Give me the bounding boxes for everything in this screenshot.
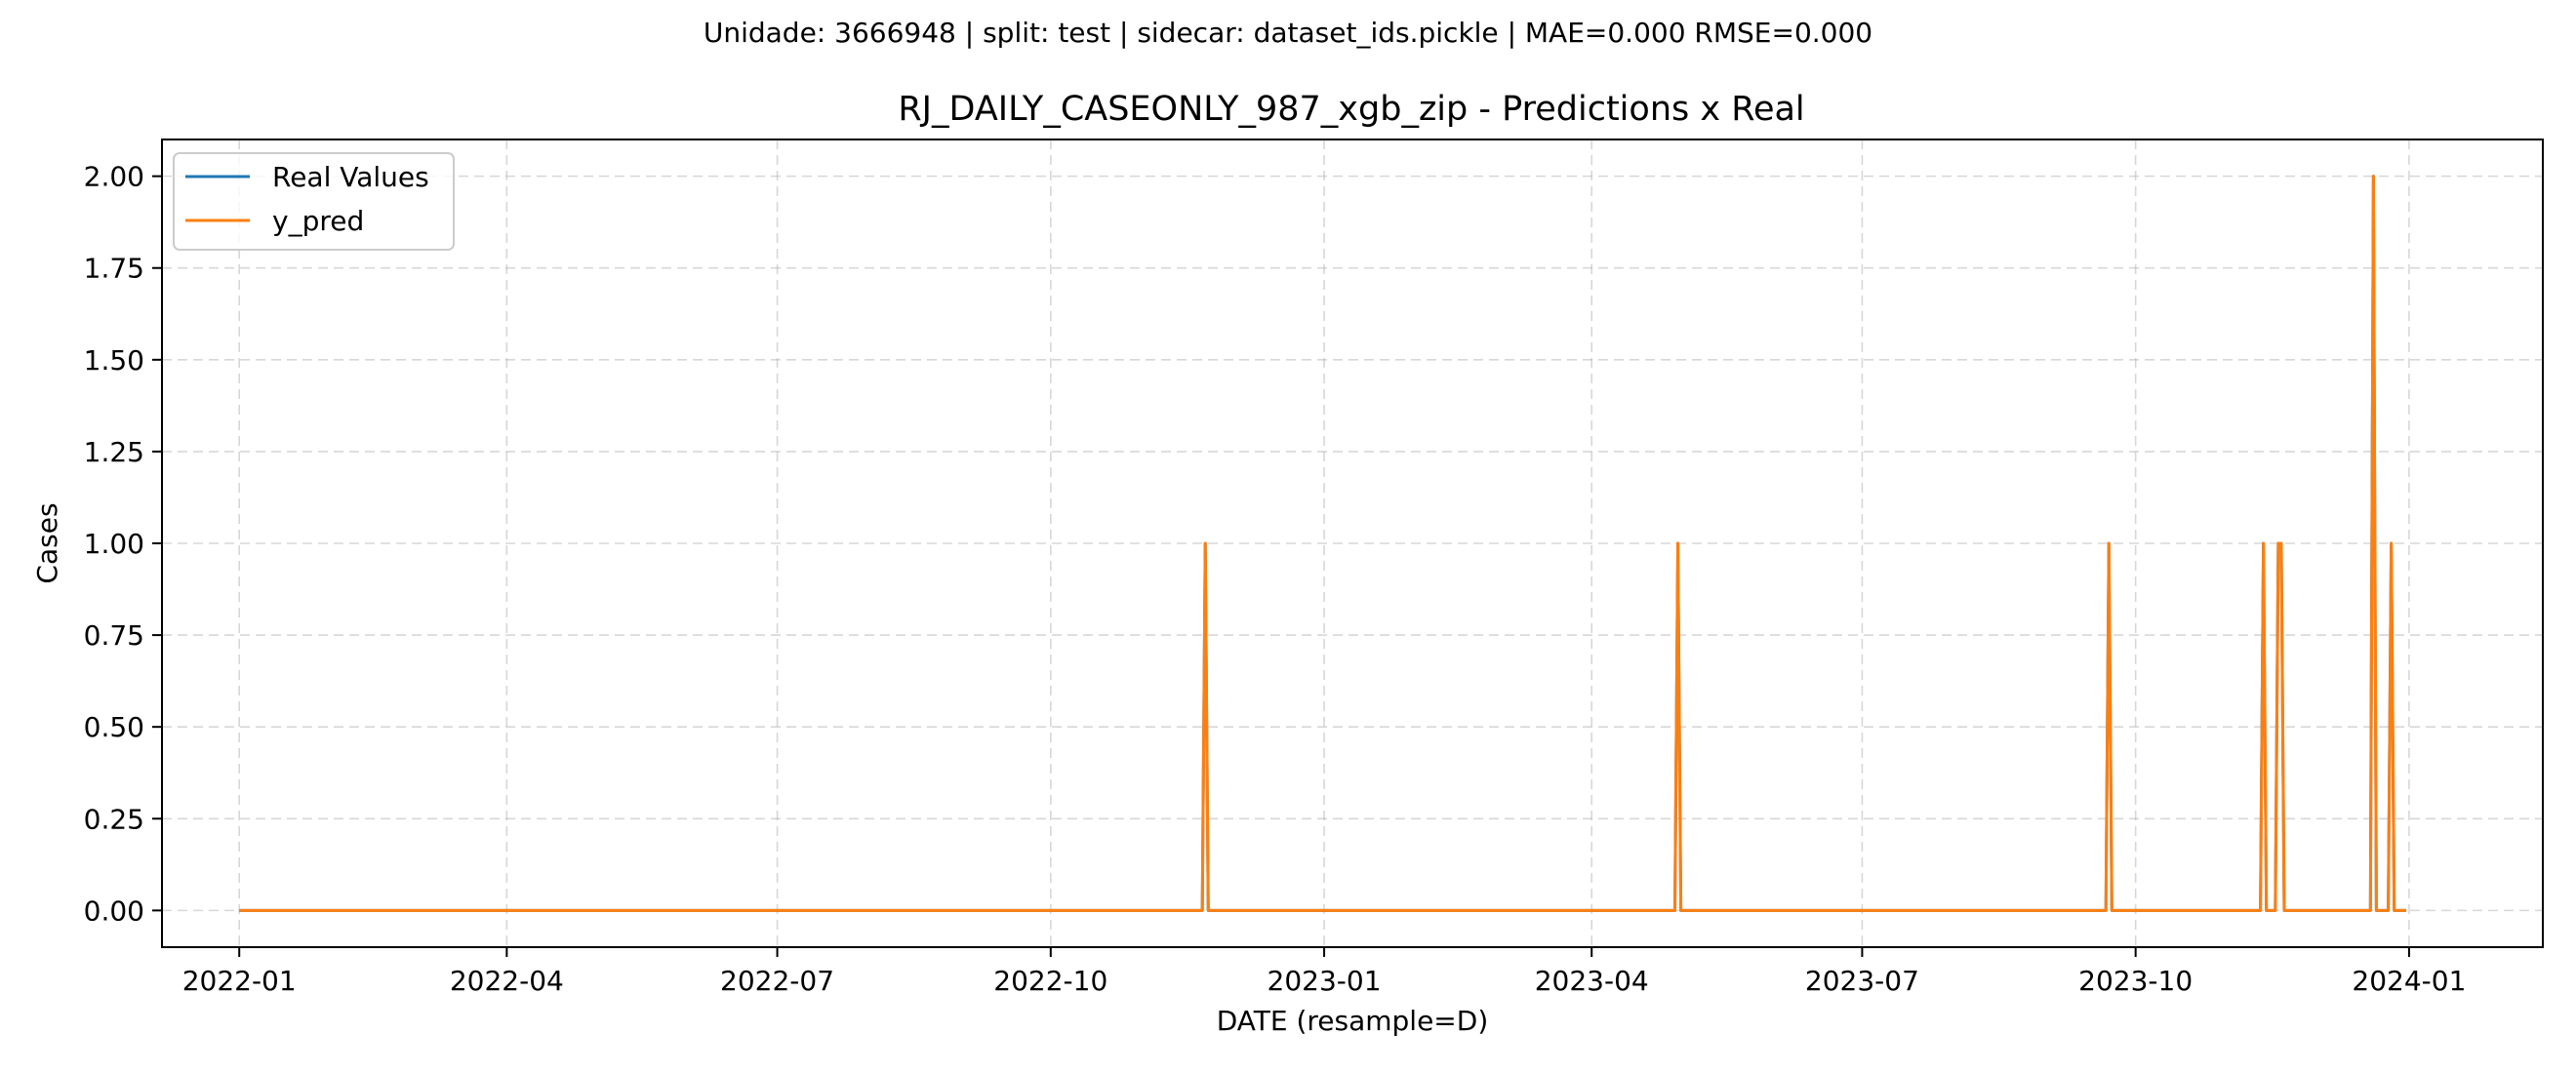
legend: Real Values y_pred [173,152,455,251]
x-tick-label: 2023-07 [1805,965,1919,997]
y-axis-label: Cases [31,502,63,583]
x-axis-label: DATE (resample=D) [1217,1005,1489,1037]
y-tick-label: 0.00 [84,894,144,927]
x-tick-label: 2023-01 [1268,965,1382,997]
y-tick-label: 1.25 [84,436,144,468]
y-tick-label: 2.00 [84,161,144,193]
y-tick-label: 1.00 [84,528,144,560]
grid-lines [162,139,2543,947]
y-tick-label: 0.75 [84,619,144,652]
x-tick-label: 2023-04 [1535,965,1649,997]
x-tick-label: 2023-10 [2078,965,2193,997]
y-tick-label: 1.75 [84,253,144,285]
chart-title: RJ_DAILY_CASEONLY_987_xgb_zip - Predicti… [898,90,1804,129]
y-tick-label: 0.25 [84,803,144,835]
legend-label-real-values: Real Values [272,161,429,193]
chart-suptitle: Unidade: 3666948 | split: test | sidecar… [704,17,1872,49]
y-tick-label: 0.50 [84,711,144,743]
legend-label-y-pred: y_pred [272,205,364,237]
x-tick-label: 2024-01 [2352,965,2466,997]
y-tick-label: 1.50 [84,344,144,377]
x-tick-label: 2022-04 [450,965,564,997]
y-axis: 0.00 0.25 0.50 0.75 1.00 1.25 1.50 1.75 2.00 [84,161,162,927]
x-tick-label: 2022-01 [182,965,297,997]
x-tick-label: 2022-10 [993,965,1107,997]
series-lines [239,175,2406,912]
x-tick-label: 2022-07 [720,965,834,997]
x-axis: 2022-01 2022-04 2022-07 2022-10 2023-01 2023-… [182,947,2466,997]
series-line-y-pred [239,175,2406,912]
